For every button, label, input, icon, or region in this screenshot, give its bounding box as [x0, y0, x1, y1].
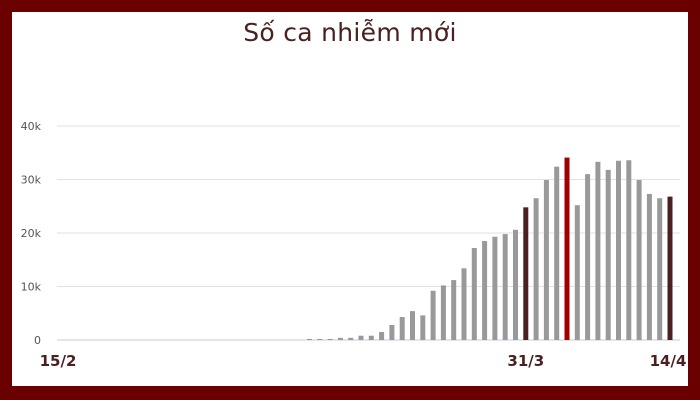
y-tick-label: 10k: [21, 281, 42, 294]
y-tick-label: 40k: [21, 120, 42, 133]
bar: [451, 280, 457, 340]
bar: [410, 311, 415, 340]
bar: [543, 180, 549, 340]
bar: [657, 198, 663, 340]
bar: [430, 290, 436, 340]
bar: [471, 247, 477, 340]
x-tick-label: 15/2: [40, 352, 77, 370]
bar: [348, 337, 354, 340]
bar: [646, 193, 652, 340]
bar: [667, 196, 673, 340]
bar: [482, 241, 488, 340]
chart-title: Số ca nhiễm mới: [243, 18, 457, 47]
bar: [337, 337, 343, 340]
y-tick-label: 0: [34, 334, 41, 347]
bar: [636, 180, 642, 340]
bar: [626, 160, 632, 340]
y-tick-label: 20k: [21, 227, 42, 240]
bar: [502, 234, 508, 340]
bar: [317, 338, 323, 340]
bar: [379, 331, 385, 340]
bar: [399, 316, 405, 340]
bar: [440, 285, 446, 340]
x-tick-label: 14/4: [650, 352, 687, 370]
bar: [327, 338, 333, 340]
bar: [368, 335, 374, 340]
bar: [585, 174, 591, 340]
bar: [523, 207, 529, 340]
bar: [461, 268, 467, 340]
bar: [513, 229, 518, 340]
bar: [533, 198, 539, 340]
bar: [554, 166, 560, 340]
bar: [492, 236, 498, 340]
y-tick-label: 30k: [21, 174, 42, 187]
bar: [420, 315, 426, 340]
bar: [389, 325, 395, 340]
bar: [358, 335, 364, 340]
bar: [616, 160, 621, 340]
bar: [574, 205, 580, 340]
bar: [564, 157, 570, 340]
bar: [595, 161, 601, 340]
bar: [605, 169, 611, 340]
x-tick-label: 31/3: [507, 352, 544, 370]
bar: [307, 338, 312, 340]
